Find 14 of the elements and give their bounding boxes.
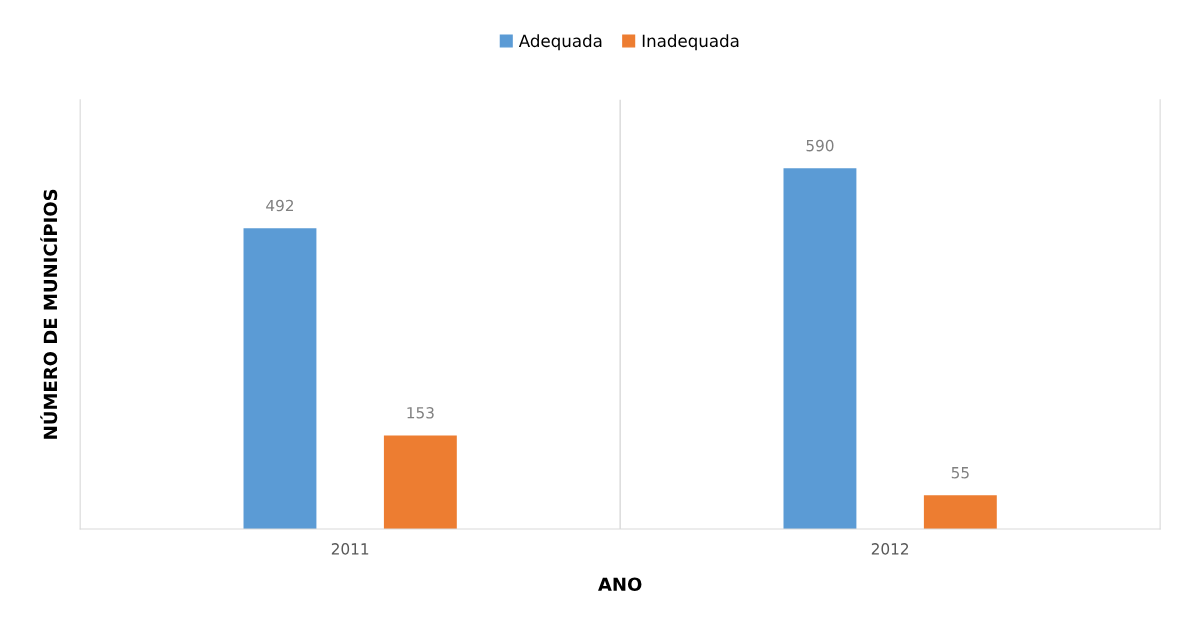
- legend-label: Adequada: [518, 34, 602, 51]
- bar: [243, 228, 317, 529]
- x-tick-label: 2011: [331, 543, 369, 555]
- data-label: 153: [407, 407, 434, 419]
- x-axis-title: ANO: [598, 577, 642, 592]
- data-label: 590: [806, 139, 834, 152]
- y-axis-title: NÚMERO DE MUNICÍPIOS: [40, 189, 58, 439]
- data-label: 55: [951, 467, 969, 479]
- bar: [783, 168, 857, 529]
- bar: [923, 495, 997, 529]
- x-tick-label: 2012: [871, 543, 909, 555]
- legend-label: Inadequada: [642, 34, 739, 51]
- data-label: 492: [266, 199, 294, 212]
- bar: [383, 435, 457, 529]
